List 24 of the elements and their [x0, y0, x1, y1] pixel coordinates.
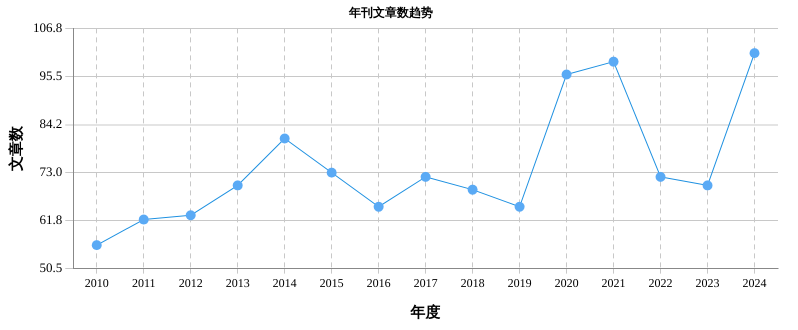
x-tick-label: 2024 — [742, 276, 767, 290]
y-tick-label: 61.8 — [40, 212, 62, 227]
x-tick-label: 2019 — [508, 276, 532, 290]
x-tick-label: 2015 — [320, 276, 344, 290]
chart-title: 年刊文章数趋势 — [348, 5, 433, 20]
x-tick-label: 2018 — [460, 276, 485, 290]
y-tick-label: 106.8 — [33, 20, 62, 35]
x-tick-label: 2013 — [226, 276, 250, 290]
x-tick-label: 2011 — [132, 276, 156, 290]
x-axis-title: 年度 — [410, 302, 441, 321]
x-tick-label: 2010 — [84, 276, 109, 290]
x-tick-label: 2017 — [414, 276, 438, 290]
y-tick-label: 84.2 — [40, 116, 62, 132]
x-tick-label: 2014 — [272, 276, 297, 290]
x-tick-label: 2020 — [554, 276, 579, 290]
y-axis-title: 文章数 — [6, 125, 25, 172]
x-tick-label: 2021 — [602, 276, 626, 290]
x-tick-label: 2023 — [696, 276, 720, 290]
x-tick-label: 2022 — [648, 276, 673, 290]
x-tick-label: 2012 — [178, 276, 203, 290]
y-tick-label: 73.0 — [40, 164, 62, 180]
y-tick-label: 50.5 — [40, 260, 62, 276]
x-tick-label: 2016 — [366, 276, 391, 290]
y-tick-label: 95.5 — [40, 68, 62, 84]
